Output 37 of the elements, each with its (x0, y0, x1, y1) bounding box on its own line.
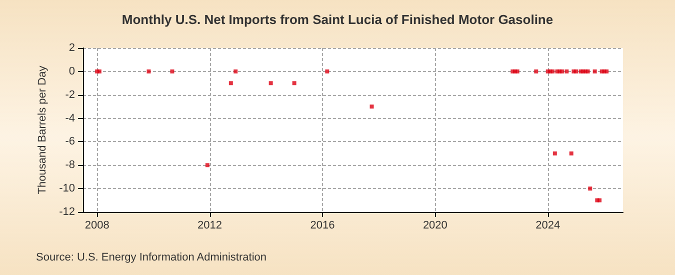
point (205, 163, 210, 168)
point (586, 69, 590, 74)
y-tick-label: -2 (65, 88, 75, 101)
point (228, 81, 233, 86)
chart-title: Monthly U.S. Net Imports from Saint Lucia of Finished Motor Gasoline (122, 12, 554, 27)
point (268, 81, 273, 86)
x-tick-label: 2020 (422, 220, 448, 232)
point (534, 69, 538, 74)
point (170, 69, 174, 74)
source-note: Source: U.S. Energy Information Administration (36, 252, 266, 264)
y-tick-label: -12 (59, 206, 75, 218)
point (569, 151, 574, 156)
point (550, 69, 555, 74)
y-tick-label: 2 (68, 42, 75, 54)
point (552, 151, 557, 156)
y-tick-label: -4 (65, 112, 75, 124)
x-tick-label: 2024 (536, 220, 560, 232)
point (234, 69, 238, 74)
x-tick-label: 2012 (198, 220, 222, 232)
y-axis-title: Thousand Barrels per Day (36, 65, 49, 194)
point (592, 69, 597, 74)
x-tick-label: 2008 (84, 220, 110, 232)
point (598, 198, 602, 202)
point (146, 69, 151, 74)
point (292, 81, 296, 86)
y-tick-label: -10 (59, 182, 75, 195)
y-tick-label: 0 (68, 65, 75, 78)
point (515, 69, 520, 74)
point (574, 69, 578, 74)
point (604, 69, 609, 74)
point (370, 104, 374, 109)
y-tick-label: -8 (65, 159, 75, 172)
point (325, 69, 330, 74)
y-tick-label: -6 (65, 136, 75, 148)
x-tick-label: 2016 (310, 220, 335, 232)
point (588, 186, 592, 191)
point (564, 69, 569, 74)
